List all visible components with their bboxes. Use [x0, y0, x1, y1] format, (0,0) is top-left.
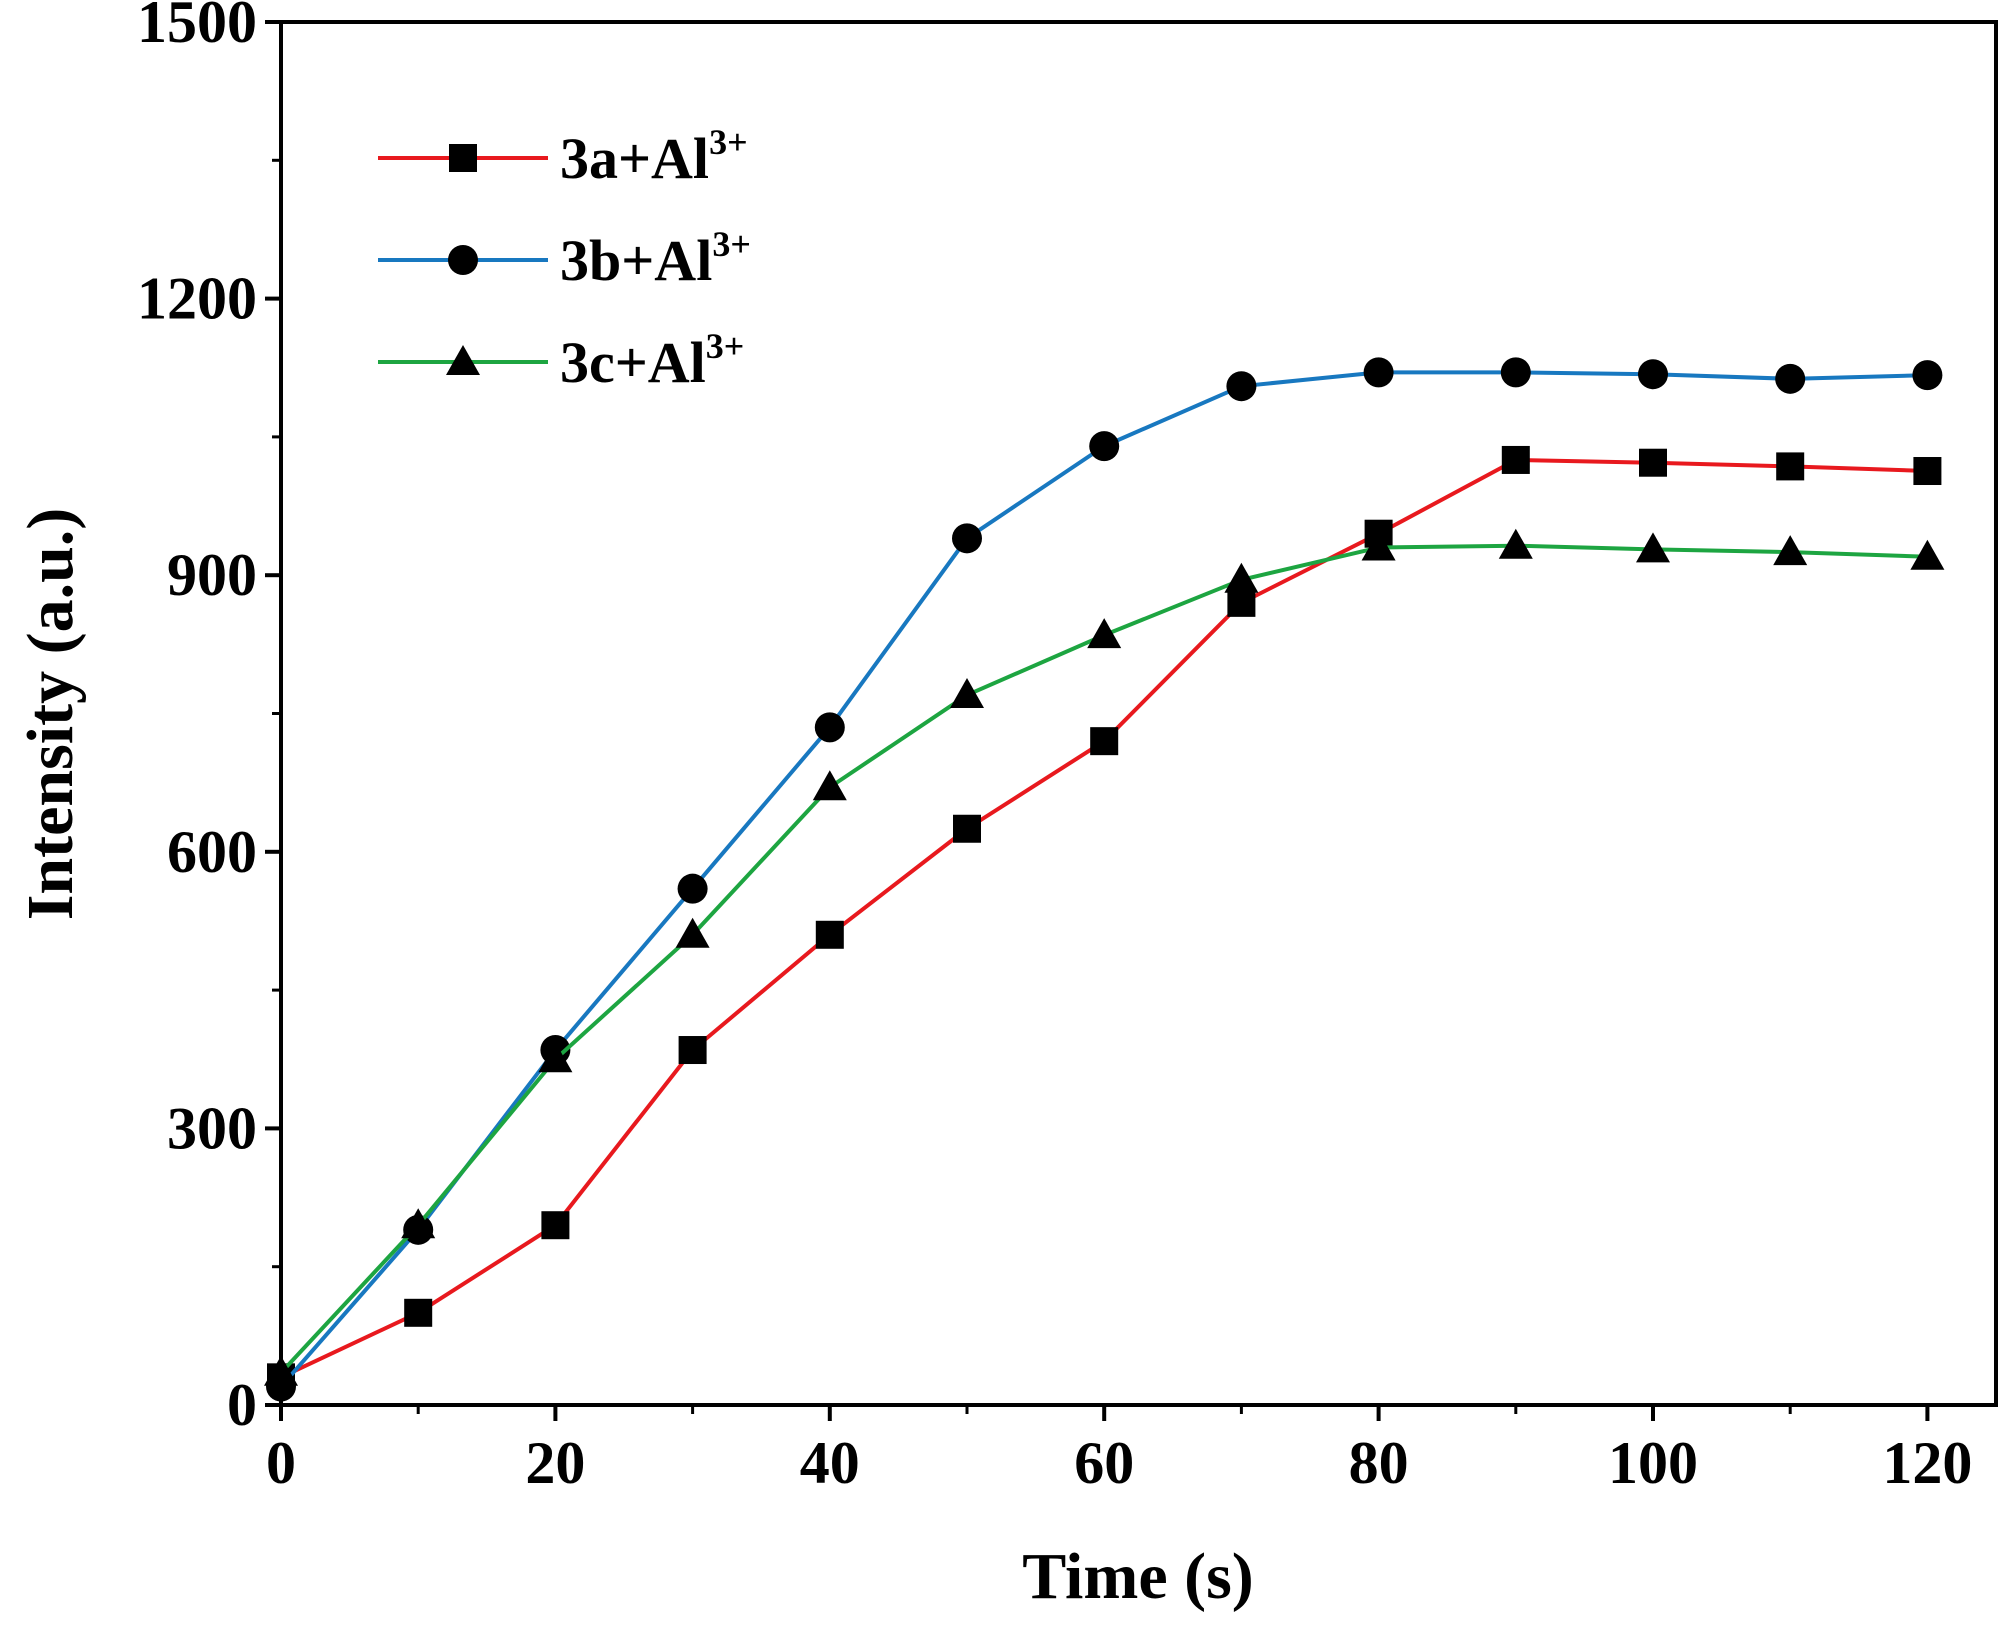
data-point — [953, 814, 981, 843]
data-point — [541, 1211, 570, 1240]
data-point — [950, 678, 984, 709]
data-point — [677, 873, 708, 904]
series-layer — [264, 357, 1945, 1402]
data-point — [1638, 359, 1668, 390]
data-point — [678, 1036, 707, 1065]
legend-item-1: 3a+Al3+ — [378, 122, 748, 191]
data-point — [1776, 452, 1805, 481]
data-point — [1913, 457, 1942, 486]
data-point — [1501, 445, 1530, 474]
y-tick-label: 1200 — [137, 266, 257, 332]
legend-label: 3c+Al3+ — [560, 326, 744, 395]
data-point — [812, 770, 847, 801]
data-point — [952, 523, 982, 554]
x-tick-label: 80 — [1349, 1430, 1409, 1496]
legend-label: 3a+Al3+ — [560, 122, 748, 191]
data-point — [538, 1042, 573, 1073]
data-point — [1912, 360, 1943, 391]
legend-item-3: 3c+Al3+ — [378, 326, 744, 395]
y-tick-label: 1500 — [137, 0, 257, 55]
data-point — [815, 920, 844, 949]
legend-label-superscript: 3+ — [709, 122, 748, 162]
legend-label: 3b+Al3+ — [560, 224, 751, 293]
x-axis-title: Time (s) — [1022, 1540, 1254, 1613]
data-point — [675, 917, 710, 948]
x-tick-label: 120 — [1882, 1430, 1972, 1496]
data-point — [1910, 539, 1945, 570]
legend-label-superscript: 3+ — [712, 224, 751, 264]
data-point — [1090, 727, 1119, 756]
data-point — [1639, 448, 1667, 477]
legend-marker — [448, 245, 478, 275]
x-tick-label: 100 — [1608, 1430, 1698, 1496]
y-tick-label: 300 — [167, 1095, 257, 1161]
x-tick-label: 20 — [525, 1430, 585, 1496]
plot-frame — [279, 20, 1998, 1407]
legend-item-2: 3b+Al3+ — [378, 224, 751, 293]
legend: 3a+Al3+3b+Al3+3c+Al3+ — [378, 122, 751, 395]
data-point — [1636, 532, 1670, 563]
data-point — [1087, 618, 1122, 649]
legend-label-base: 3a+Al — [560, 126, 709, 191]
x-tick-label: 0 — [266, 1430, 296, 1496]
legend-marker — [446, 345, 480, 375]
data-point — [1227, 588, 1256, 617]
data-point — [1089, 431, 1120, 462]
y-tick-label: 600 — [167, 819, 257, 885]
data-point — [404, 1298, 433, 1327]
data-point — [401, 1208, 436, 1239]
legend-label-base: 3b+Al — [560, 228, 712, 293]
legend-label-superscript: 3+ — [706, 326, 745, 366]
x-tick-label: 60 — [1074, 1430, 1134, 1496]
data-point — [1361, 530, 1396, 561]
data-point — [1226, 371, 1257, 402]
data-point — [1363, 357, 1394, 388]
data-point — [1498, 528, 1533, 559]
series-1 — [267, 445, 1942, 1392]
legend-marker — [449, 144, 477, 172]
data-point — [814, 712, 845, 743]
data-point — [1773, 535, 1808, 566]
x-tick-label: 40 — [800, 1430, 860, 1496]
y-tick-label: 900 — [167, 542, 257, 608]
data-point — [1775, 363, 1806, 394]
data-point — [1224, 562, 1259, 593]
data-point — [1500, 357, 1531, 388]
y-axis-title: Intensity (a.u.) — [14, 508, 87, 921]
legend-label-base: 3c+Al — [560, 330, 706, 395]
y-tick-label: 0 — [227, 1372, 257, 1438]
